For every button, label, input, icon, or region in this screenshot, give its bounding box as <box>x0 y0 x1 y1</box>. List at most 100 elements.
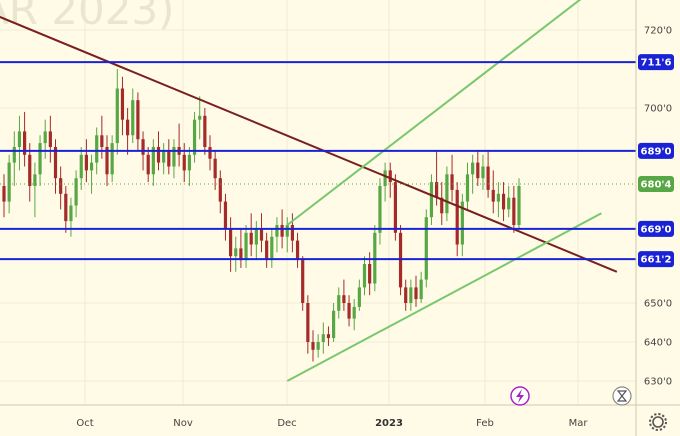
candle-up <box>332 303 336 342</box>
x-tick-label: Dec <box>277 418 296 429</box>
candle-up <box>7 154 11 214</box>
candle-up <box>254 221 258 261</box>
candle-up <box>131 88 135 144</box>
candle-up <box>275 217 279 253</box>
candle-up <box>74 170 78 218</box>
candle-up <box>151 139 155 186</box>
candle-down <box>491 170 495 214</box>
candle-up <box>43 119 47 159</box>
candle-down <box>48 115 52 163</box>
candle-up <box>270 228 274 268</box>
candle-up <box>445 166 449 222</box>
candle-down <box>265 232 269 268</box>
x-axis: Oct Nov Dec 2023 Feb Mar <box>76 418 588 429</box>
candle-down <box>259 213 264 253</box>
settings-gear-icon[interactable] <box>649 413 667 431</box>
candle-up <box>162 143 166 175</box>
candle-down <box>295 232 300 268</box>
candle-up <box>38 135 42 186</box>
candle-up <box>89 154 94 194</box>
candle-down <box>84 139 88 183</box>
candle-down <box>146 147 150 183</box>
channel-lower-line <box>286 212 602 382</box>
candle-up <box>383 162 387 202</box>
candle-up <box>285 217 289 253</box>
candle-up <box>517 178 521 229</box>
level-badge <box>638 220 674 237</box>
candle-down <box>455 182 459 257</box>
candle-up <box>481 154 485 190</box>
y-tick-label: 650'0 <box>644 299 672 310</box>
candle-up <box>33 162 37 218</box>
timer-icon[interactable] <box>612 386 632 406</box>
candle-down <box>64 186 68 233</box>
candle-down <box>512 186 516 233</box>
candle-down <box>440 182 444 225</box>
y-tick-label: 630'0 <box>644 377 672 388</box>
candle-down <box>53 139 58 194</box>
candle-down <box>414 275 418 307</box>
candle-up <box>69 197 73 237</box>
candle-up <box>79 147 83 190</box>
candle-up <box>17 115 22 171</box>
candle-down <box>311 330 315 362</box>
candle-down <box>23 111 27 167</box>
candle-down <box>388 162 392 198</box>
x-tick-label: Oct <box>76 418 93 429</box>
candle-down <box>229 217 233 272</box>
candle-down <box>203 108 207 155</box>
candle-up <box>471 154 475 194</box>
candle-up <box>419 271 423 303</box>
candle-down <box>306 295 310 354</box>
y-tick-label: 640'0 <box>644 338 672 349</box>
candle-down <box>342 279 346 311</box>
replay-lightning-icon[interactable] <box>510 386 530 406</box>
candle-up <box>12 131 16 186</box>
candle-up <box>378 178 382 245</box>
x-tick-label: Mar <box>569 418 589 429</box>
candle-down <box>167 139 171 175</box>
candles <box>2 69 521 362</box>
candle-up <box>352 299 356 331</box>
candle-down <box>326 326 331 346</box>
candle-up <box>362 256 367 296</box>
candle-down <box>136 92 140 151</box>
x-tick-label: Feb <box>476 418 494 429</box>
candle-up <box>507 186 511 218</box>
candle-down <box>213 150 217 190</box>
candle-up <box>115 69 119 155</box>
candle-down <box>404 279 408 311</box>
candle-down <box>450 154 454 202</box>
candle-up <box>357 279 361 311</box>
candle-up <box>198 96 202 140</box>
level-badge <box>638 251 674 268</box>
candle-down <box>249 213 253 257</box>
level-label: 661'2 <box>641 255 672 266</box>
candle-up <box>321 322 325 354</box>
candle-down <box>126 108 130 155</box>
last-price-badge <box>638 176 674 193</box>
candle-down <box>347 295 351 327</box>
y-tick-label: 720'0 <box>644 26 672 37</box>
candle-down <box>120 76 125 136</box>
level-label: 711'6 <box>641 58 672 69</box>
candle-down <box>486 150 490 198</box>
candle-up <box>187 147 191 186</box>
candle-up <box>465 162 470 210</box>
candle-up <box>429 174 434 225</box>
candle-up <box>337 287 341 319</box>
candle-down <box>301 256 305 311</box>
level-badge <box>638 142 674 159</box>
candle-down <box>223 193 228 241</box>
level-label: 689'0 <box>641 146 672 157</box>
candle-up <box>110 135 114 183</box>
candle-down <box>105 135 109 186</box>
y-axis: 720'0 700'0 650'0 640'0 630'0 680'4 711'6 689'0… <box>638 26 674 388</box>
x-tick-label: 2023 <box>375 418 403 429</box>
candle-up <box>244 225 248 268</box>
level-label: 669'0 <box>641 224 672 235</box>
candle-down <box>239 228 243 268</box>
overlays <box>0 0 636 382</box>
